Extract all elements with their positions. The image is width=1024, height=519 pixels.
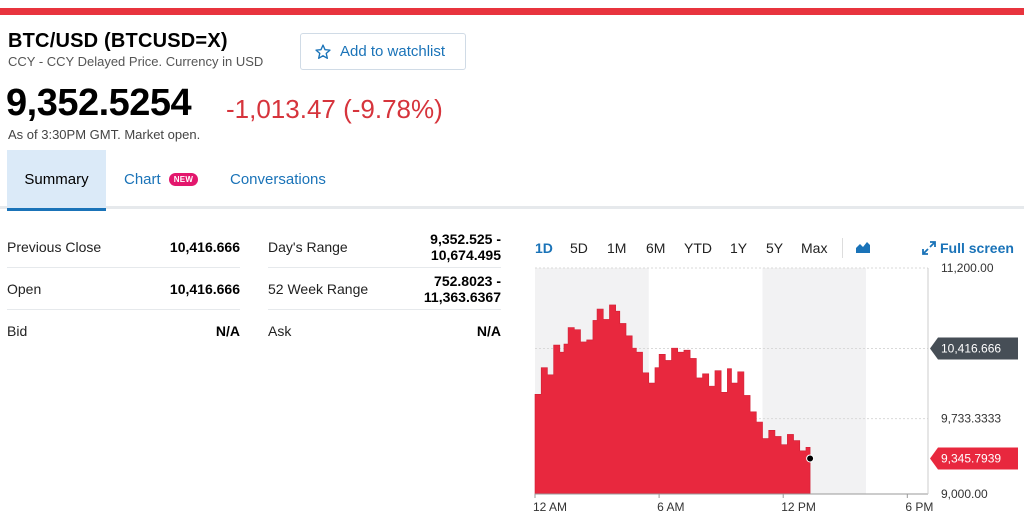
stat-row-open: Open 10,416.666: [7, 268, 240, 310]
stat-row-previous-close: Previous Close 10,416.666: [7, 226, 240, 268]
price-change: -1,013.47 (-9.78%): [226, 94, 443, 124]
page-title: BTC/USD (BTCUSD=X): [8, 30, 228, 52]
stat-value-line: 11,363.6367: [423, 288, 501, 305]
stat-value: N/A: [215, 323, 240, 339]
watchlist-label: Add to watchlist: [340, 43, 446, 60]
range-tab-5y[interactable]: 5Y: [766, 240, 784, 256]
tab-summary-label: Summary: [24, 170, 89, 188]
stat-row-ask: Ask N/A: [268, 310, 501, 352]
range-tab-1m[interactable]: 1M: [607, 240, 627, 256]
tab-summary[interactable]: Summary: [7, 150, 106, 211]
stat-row-52-week-range: 52 Week Range 752.8023 - 11,363.6367: [268, 268, 501, 310]
stat-label: Bid: [7, 323, 28, 339]
as-of-timestamp: As of 3:30PM GMT. Market open.: [8, 127, 201, 142]
tab-conversations[interactable]: Conversations: [230, 150, 326, 209]
stat-value: 10,416.666: [169, 280, 240, 297]
quote-subtitle: CCY - CCY Delayed Price. Currency in USD: [8, 54, 264, 69]
stat-label: Day's Range: [268, 238, 348, 255]
stat-label: 52 Week Range: [268, 280, 369, 297]
area-chart-icon[interactable]: [855, 240, 871, 254]
price-area-chart[interactable]: 12 AM 6 AM 12 PM 6 PM 11,200.00 9,733.3333 9,0…: [520, 228, 1024, 519]
range-tab-6m[interactable]: 6M: [646, 240, 666, 256]
tab-conversations-label: Conversations: [230, 171, 326, 188]
full-screen-button[interactable]: Full screen: [922, 240, 1014, 256]
range-tab-ytd[interactable]: YTD: [684, 240, 712, 256]
stat-value-line: 10,674.495: [430, 246, 501, 263]
expand-icon: [922, 241, 936, 255]
stat-row-days-range: Day's Range 9,352.525 - 10,674.495: [268, 226, 501, 268]
x-tick-label: 12 AM: [533, 500, 567, 514]
last-price-marker: [806, 454, 815, 463]
x-tick-label: 6 AM: [657, 500, 684, 514]
previous-close-tag-bg: [930, 337, 1018, 360]
last-price-tag: 9,345.7939: [941, 451, 1001, 465]
stat-value: 752.8023 - 11,363.6367: [424, 273, 501, 305]
stat-row-bid: Bid N/A: [7, 310, 240, 352]
tab-chart[interactable]: Chart NEW: [124, 150, 199, 209]
new-badge: NEW: [168, 173, 199, 186]
y-tick-label: 9,000.00: [941, 487, 988, 501]
stat-value: 9,352.525 - 10,674.495: [430, 231, 501, 263]
y-tick-label: 11,200.00: [941, 261, 994, 275]
brand-bar: [0, 8, 1024, 15]
toolbar-divider: [842, 238, 843, 258]
x-tick-label: 6 PM: [905, 500, 933, 514]
star-icon: [315, 43, 331, 59]
stat-label: Open: [7, 280, 42, 297]
stat-value-line: 752.8023 -: [434, 272, 501, 289]
range-tab-1d[interactable]: 1D: [535, 240, 553, 256]
quote-tabs: Summary Chart NEW Conversations: [0, 150, 1024, 211]
add-to-watchlist-button[interactable]: Add to watchlist: [300, 33, 466, 70]
stat-value: 10,416.666: [169, 238, 240, 255]
price-area-series: [534, 304, 811, 495]
y-tick-label: 9,733.3333: [941, 412, 1001, 426]
stat-value-line: 9,352.525 -: [430, 230, 501, 247]
previous-close-tag: 10,416.666: [941, 341, 1001, 355]
last-price-tag-bg: [930, 447, 1018, 470]
range-tab-1y[interactable]: 1Y: [730, 240, 748, 256]
tab-chart-label: Chart: [124, 171, 161, 188]
stat-value: N/A: [476, 323, 501, 339]
stat-label: Ask: [268, 323, 292, 339]
price-chart-panel: 1D 5D 1M 6M YTD 1Y 5Y Max Full screen 12…: [520, 228, 1024, 519]
x-tick-label: 12 PM: [781, 500, 816, 514]
current-price: 9,352.5254: [6, 82, 192, 124]
range-tab-5d[interactable]: 5D: [570, 240, 588, 256]
full-screen-label: Full screen: [940, 240, 1014, 256]
range-tab-max[interactable]: Max: [801, 240, 828, 256]
stat-label: Previous Close: [7, 238, 102, 255]
